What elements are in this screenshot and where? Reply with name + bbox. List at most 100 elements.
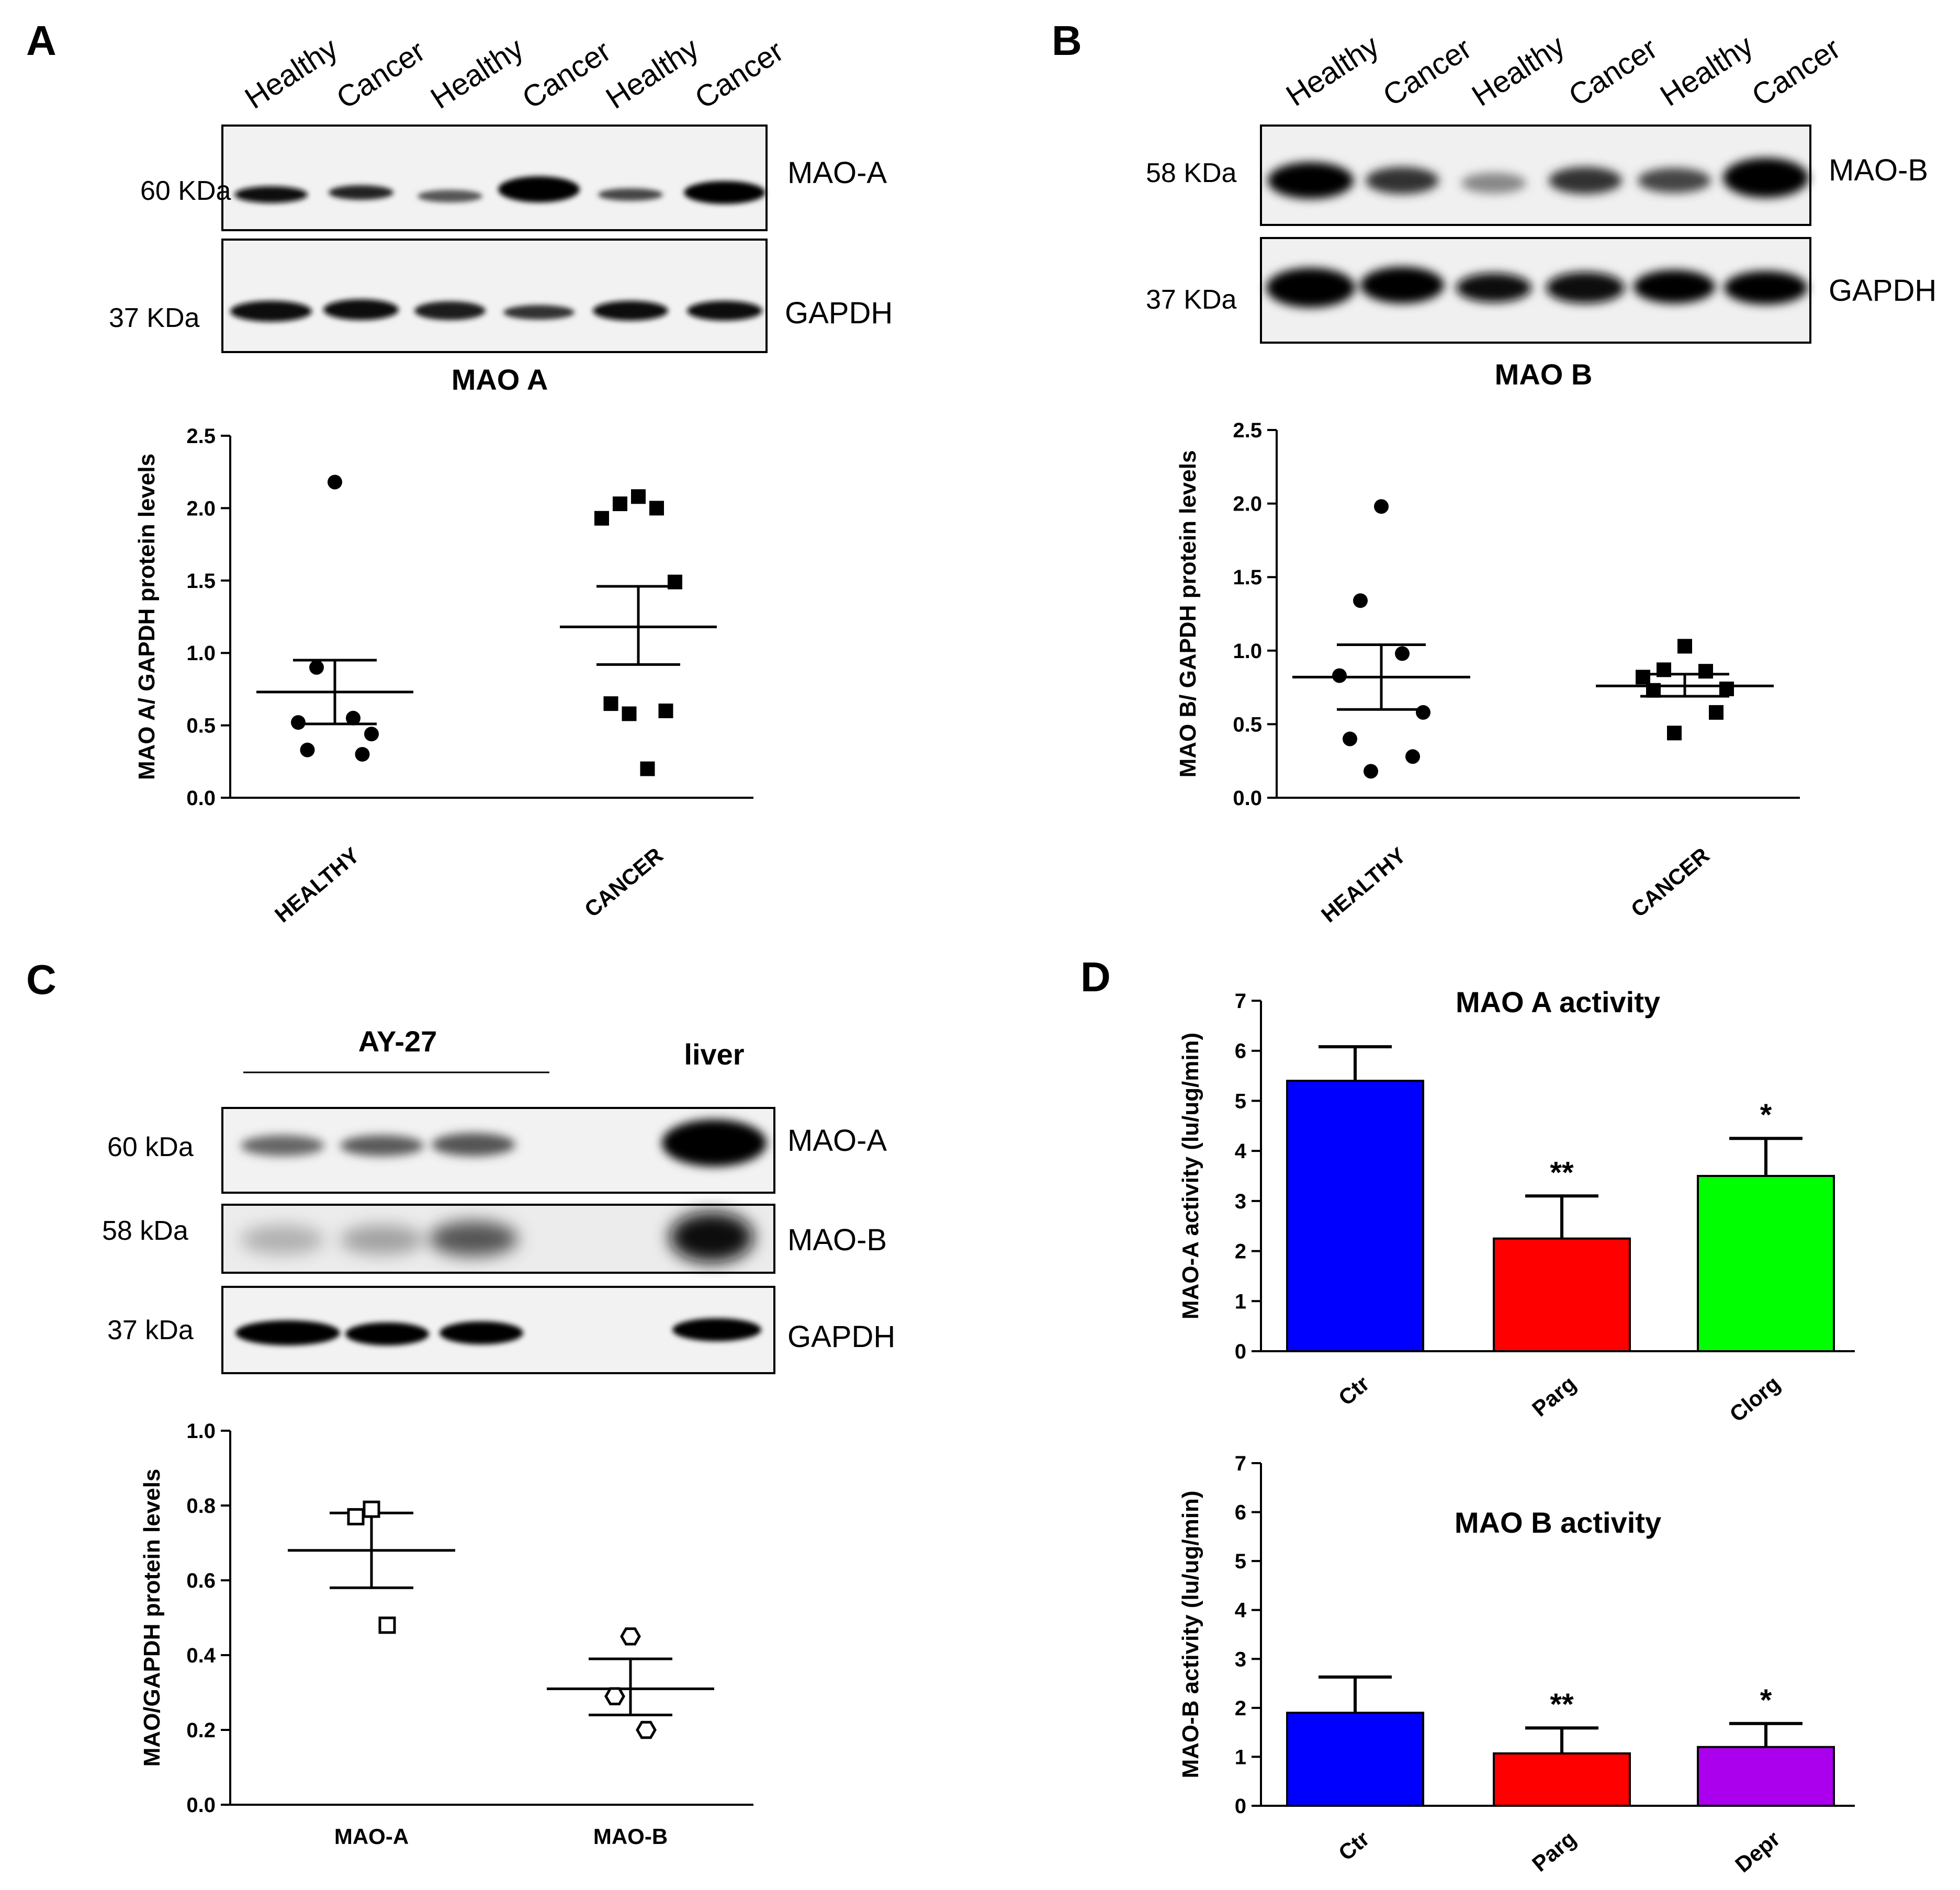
chart-b-cancer-point (1709, 705, 1724, 720)
blot-c-mao-b-bands (241, 1212, 753, 1262)
chart-a-cancer-category-label: CANCER (580, 843, 668, 922)
blot-a-mao-a-bands (234, 176, 765, 204)
blot-c-row2-protein: MAO-B (787, 1223, 887, 1257)
blot-b-mao-b-membrane (1260, 125, 1811, 226)
chart-d2-parg-significance: ** (1550, 1688, 1574, 1722)
chart-d1-ctr-bar (1286, 1080, 1424, 1352)
blot-b-lane-5: Healthy (1654, 28, 1759, 113)
chart-a-healthy-point (364, 727, 379, 742)
chart-c-y-axis-title: MAO/GAPDH protein levels (139, 1469, 165, 1767)
blot-b-lane-labels: Healthy Cancer Healthy Cancer Healthy Ca… (1280, 28, 1846, 113)
blot-a-lane-4: Cancer (516, 34, 617, 116)
chart-c-ytick-label: 0.2 (186, 1719, 216, 1742)
blot-a-title: MAO A (452, 363, 548, 396)
chart-d1-clorg-category-label: Clorg (1725, 1371, 1785, 1427)
chart-b-healthy-point (1395, 646, 1410, 661)
chart-b-ytick-label: 1.5 (1233, 566, 1262, 589)
blot-b-row2-size: 37 KDa (1146, 285, 1237, 315)
chart-a-healthy-point (309, 660, 324, 675)
blot-b-mao-b-bands (1268, 158, 1809, 199)
chart-d1-title: MAO A activity (1456, 986, 1660, 1018)
chart-d2-ctr-category-label: Ctr (1334, 1826, 1374, 1865)
chart-d1-ytick-label: 5 (1235, 1090, 1246, 1113)
chart-d2-depr-significance: * (1760, 1683, 1772, 1717)
chart-d2-y-axis-title: MAO-B activity (lu/ug/min) (1178, 1491, 1203, 1779)
blot-b-lane-3: Healthy (1466, 28, 1571, 113)
chart-d1-y-axis-title: MAO-A activity (lu/ug/min) (1178, 1033, 1203, 1319)
chart-d2-title: MAO B activity (1455, 1506, 1661, 1539)
chart-b-healthy-point (1343, 731, 1357, 746)
chart-d2-ytick-label: 0 (1235, 1795, 1246, 1818)
blot-b-title: MAO B (1495, 358, 1593, 391)
chart-d2-ctr-bar (1286, 1712, 1424, 1807)
chart-d2-depr-bar (1697, 1746, 1835, 1807)
blot-a-gapdh-bands (230, 299, 762, 322)
chart-a-ytick-label: 2.0 (186, 497, 216, 520)
western-blot-a: Healthy Cancer Healthy Cancer Healthy Ca… (109, 31, 893, 396)
bar-chart-mao-b-activity: 0 1 2 3 4 5 6 7 MAO-B activity (lu/ug/min) MAO B … (1178, 1452, 1855, 1877)
chart-d1-parg-bar (1493, 1237, 1631, 1352)
chart-b-ytick-label: 0.0 (1233, 787, 1262, 810)
blot-b-lane-6: Cancer (1746, 31, 1846, 113)
chart-a-cancer-point (649, 501, 664, 516)
blot-a-row1-size: 60 KDa (140, 176, 231, 206)
chart-d2-ytick-label: 5 (1235, 1550, 1246, 1573)
chart-b-healthy-point (1374, 499, 1389, 514)
chart-b-healthy-point (1364, 764, 1378, 779)
blot-c-row2-size: 58 kDa (102, 1216, 188, 1246)
chart-b-cancer-point (1667, 726, 1682, 741)
chart-d1-ytick-label: 1 (1235, 1290, 1246, 1313)
chart-d1-clorg-bar (1697, 1175, 1835, 1352)
chart-a-cancer-point (622, 706, 637, 721)
blot-a-lane-1: Healthy (239, 31, 344, 116)
chart-d2-ytick-label: 1 (1235, 1746, 1246, 1769)
chart-a-healthy-category-label: HEALTHY (270, 843, 364, 927)
blot-c-gapdh-bands (235, 1318, 761, 1345)
chart-a-ytick-label: 0.0 (186, 787, 216, 810)
chart-c-mao-a-point (363, 1500, 380, 1518)
blot-a-lane-labels: Healthy Cancer Healthy Cancer Healthy Ca… (239, 31, 790, 116)
blot-a-mao-a-membrane (221, 125, 768, 231)
chart-b-healthy-point (1416, 705, 1430, 720)
blot-a-lane-3: Healthy (425, 31, 530, 116)
chart-d1-clorg-significance: * (1760, 1098, 1772, 1132)
chart-d2-ytick-label: 2 (1235, 1697, 1246, 1720)
chart-a-cancer-point (594, 511, 609, 526)
chart-b-healthy-category-label: HEALTHY (1316, 843, 1411, 927)
chart-c-ytick-label: 0.0 (186, 1794, 216, 1817)
western-blot-b: Healthy Cancer Healthy Cancer Healthy Ca… (1146, 28, 1936, 391)
chart-a-healthy-point (300, 742, 315, 757)
scatter-chart-mao-b: 0.0 0.5 1.0 1.5 2.0 2.5 MAO B/ GAPDH protein l… (1175, 419, 1800, 927)
blot-a-gapdh-membrane (221, 239, 768, 353)
panel-letter-c: C (26, 956, 57, 1003)
blot-b-row1-size: 58 KDa (1146, 158, 1237, 188)
chart-d1-ytick-label: 4 (1235, 1140, 1247, 1163)
chart-b-healthy-point (1405, 749, 1420, 764)
chart-b-ytick-label: 2.0 (1233, 493, 1262, 516)
chart-a-ytick-label: 1.5 (186, 570, 216, 593)
chart-c-mao-b-category-label: MAO-B (593, 1824, 668, 1849)
chart-a-ytick-label: 1.0 (186, 642, 216, 665)
chart-d1-ytick-label: 6 (1235, 1040, 1246, 1063)
chart-d2-ytick-label: 4 (1235, 1599, 1247, 1622)
chart-a-healthy-point (346, 710, 361, 726)
panel-letter-b: B (1052, 17, 1082, 64)
blot-b-lane-1: Healthy (1280, 28, 1385, 113)
blot-b-row2-protein: GAPDH (1829, 274, 1936, 308)
chart-d1-parg-category-label: Parg (1527, 1371, 1581, 1421)
chart-a-cancer-point (658, 703, 673, 718)
chart-c-mao-b-point (636, 1721, 657, 1739)
chart-a-cancer-point (640, 761, 655, 776)
chart-b-ytick-label: 2.5 (1233, 419, 1262, 442)
chart-a-cancer-point (631, 489, 646, 504)
blot-a-lane-6: Cancer (689, 34, 790, 116)
chart-d1-ytick-label: 7 (1235, 990, 1246, 1013)
chart-b-ytick-label: 0.5 (1233, 713, 1262, 736)
chart-d2-ytick-label: 6 (1235, 1501, 1246, 1524)
scatter-chart-mao-a: 0.0 0.5 1.0 1.5 2.0 2.5 MAO A/ GAPDH protein l… (134, 425, 753, 927)
chart-d1-ytick-label: 2 (1235, 1240, 1246, 1263)
chart-d1-ytick-label: 3 (1235, 1190, 1246, 1213)
blot-c-liver-label: liver (684, 1038, 744, 1071)
chart-d1-ctr-category-label: Ctr (1334, 1371, 1374, 1410)
panel-letter-d: D (1080, 954, 1111, 1000)
